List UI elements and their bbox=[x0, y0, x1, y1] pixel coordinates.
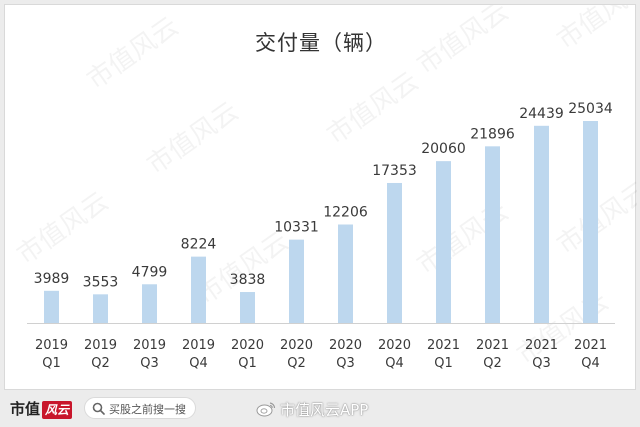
bar bbox=[191, 256, 206, 323]
x-tick-quarter: Q2 bbox=[91, 356, 110, 371]
x-tick-year: 2019 bbox=[182, 338, 215, 353]
bar bbox=[436, 161, 451, 323]
x-tick-year: 2020 bbox=[378, 338, 411, 353]
brand-text: 市值 bbox=[10, 400, 41, 418]
x-tick-quarter: Q3 bbox=[336, 356, 355, 371]
x-tick-year: 2019 bbox=[35, 338, 68, 353]
bar bbox=[387, 182, 402, 323]
bar bbox=[142, 284, 157, 323]
x-tick-year: 2019 bbox=[84, 338, 117, 353]
bar-chart: 市值风云市值风云市值风云市值风云市值风云市值风云市值风云市值风云市值风云市值风云… bbox=[12, 5, 637, 371]
bar bbox=[240, 292, 255, 323]
bar bbox=[534, 125, 549, 323]
watermark-text: 市值风云 bbox=[322, 66, 424, 150]
x-tick-quarter: Q2 bbox=[287, 356, 306, 371]
data-label: 12206 bbox=[323, 205, 368, 221]
search-prompt: 买股之前搜一搜 bbox=[109, 403, 186, 416]
x-tick-quarter: Q4 bbox=[189, 356, 208, 371]
x-tick-quarter: Q1 bbox=[42, 356, 61, 371]
brand-logo[interactable]: 市值 风云 bbox=[10, 399, 73, 419]
x-tick-quarter: Q1 bbox=[434, 356, 453, 371]
search-box[interactable]: 买股之前搜一搜 bbox=[84, 397, 196, 419]
bar bbox=[44, 290, 59, 323]
data-label: 4799 bbox=[132, 264, 168, 280]
footer: 市值 风云 买股之前搜一搜 市值风云APP bbox=[0, 392, 640, 427]
brand-seal: 风云 bbox=[42, 401, 73, 419]
x-tick-quarter: Q1 bbox=[238, 356, 257, 371]
x-tick-quarter: Q4 bbox=[385, 356, 404, 371]
x-tick-quarter: Q3 bbox=[140, 356, 159, 371]
data-label: 20060 bbox=[421, 141, 466, 157]
data-label: 21896 bbox=[470, 126, 515, 142]
data-label: 3838 bbox=[230, 272, 266, 288]
x-tick-quarter: Q4 bbox=[581, 356, 600, 371]
weibo-account-text: 市值风云APP bbox=[280, 401, 369, 419]
x-tick-year: 2019 bbox=[133, 338, 166, 353]
x-tick-year: 2021 bbox=[476, 338, 509, 353]
watermark-text: 市值风云 bbox=[142, 96, 244, 180]
x-tick-quarter: Q3 bbox=[532, 356, 551, 371]
x-tick-year: 2021 bbox=[574, 338, 607, 353]
data-label: 3553 bbox=[83, 274, 119, 290]
chart-card: 交付量（辆） 市值风云市值风云市值风云市值风云市值风云市值风云市值风云市值风云市… bbox=[4, 4, 637, 390]
watermark-text: 市值风云 bbox=[552, 5, 637, 56]
watermark-text: 市值风云 bbox=[82, 11, 184, 95]
bar bbox=[485, 146, 500, 323]
weibo-icon bbox=[256, 402, 276, 417]
data-label: 25034 bbox=[568, 101, 613, 117]
x-tick-year: 2021 bbox=[525, 338, 558, 353]
x-tick-year: 2021 bbox=[427, 338, 460, 353]
data-label: 24439 bbox=[519, 106, 564, 122]
search-icon bbox=[92, 402, 105, 415]
bar bbox=[583, 121, 598, 323]
data-label: 3989 bbox=[34, 271, 70, 287]
watermark-text: 市值风云 bbox=[412, 5, 514, 81]
bar bbox=[93, 294, 108, 323]
bar bbox=[338, 224, 353, 323]
chart-title: 交付量（辆） bbox=[255, 31, 387, 55]
data-label: 10331 bbox=[274, 220, 319, 236]
x-tick-quarter: Q2 bbox=[483, 356, 502, 371]
data-label: 8224 bbox=[181, 237, 217, 253]
x-tick-year: 2020 bbox=[231, 338, 264, 353]
x-tick-year: 2020 bbox=[329, 338, 362, 353]
x-tick-year: 2020 bbox=[280, 338, 313, 353]
bar bbox=[289, 239, 304, 323]
data-label: 17353 bbox=[372, 163, 417, 179]
watermark-text: 市值风云 bbox=[12, 186, 114, 270]
